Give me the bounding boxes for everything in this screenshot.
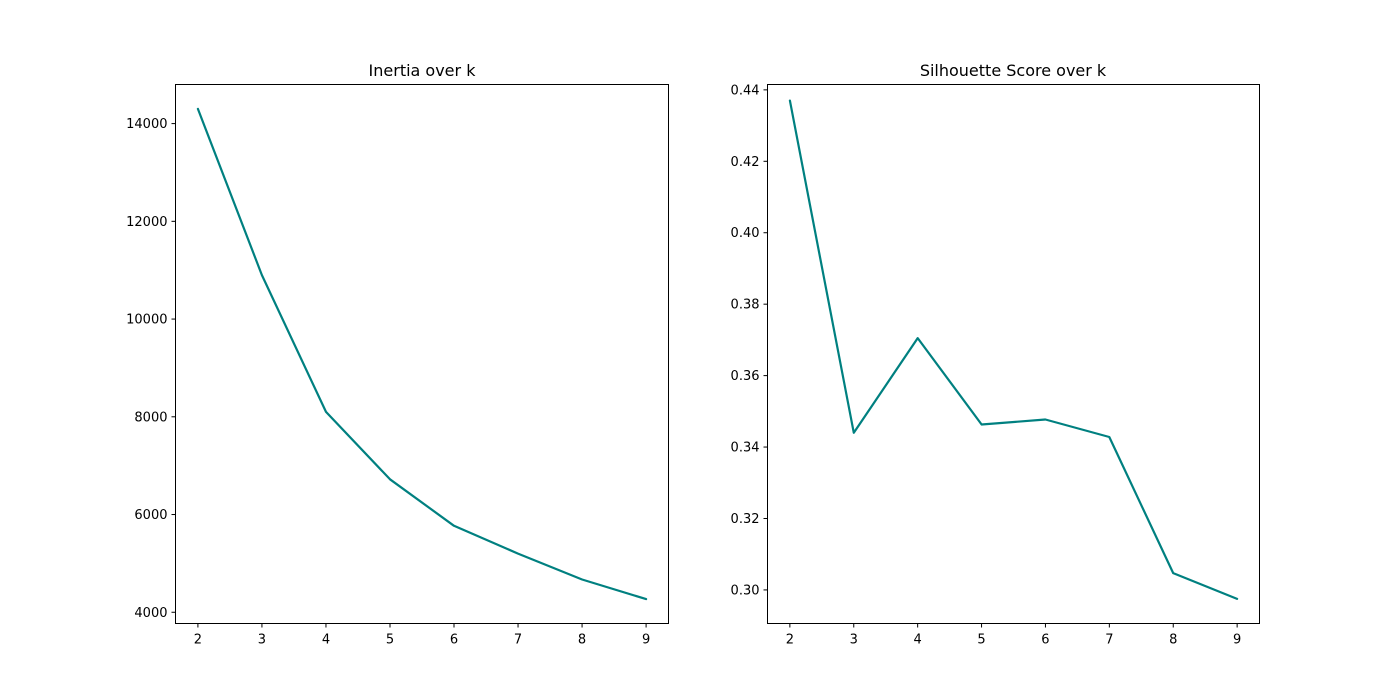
- y-tick-label: 4000: [134, 606, 167, 621]
- x-tick-label: 7: [514, 633, 522, 648]
- x-tick-label: 4: [322, 633, 330, 648]
- series-layer: [196, 107, 648, 601]
- x-tick-label: 6: [450, 633, 458, 648]
- x-axis: 2 3 4 5 6 7 8 9: [786, 623, 1241, 648]
- y-tick-label: 0.44: [731, 83, 760, 98]
- x-tick-label: 5: [386, 633, 394, 648]
- y-tick-label: 0.40: [731, 226, 760, 241]
- y-tick-label: 14000: [126, 117, 167, 132]
- series-layer: [788, 99, 1239, 601]
- x-tick-label: 9: [1233, 633, 1241, 648]
- y-tick-label: 0.38: [731, 298, 760, 313]
- x-tick-label: 3: [850, 633, 858, 648]
- y-tick-label: 0.30: [731, 583, 760, 598]
- x-tick-label: 8: [1169, 633, 1177, 648]
- x-tick-label: 2: [786, 633, 794, 648]
- plot-frame: [767, 84, 1260, 624]
- y-tick-label: 8000: [134, 410, 167, 425]
- y-tick-label: 6000: [134, 508, 167, 523]
- chart-title: Inertia over k: [369, 61, 477, 80]
- series-line: [196, 107, 648, 601]
- y-tick-label: 12000: [126, 215, 167, 230]
- y-axis: 0.30 0.32 0.34 0.36 0.38 0.40 0.42 0.44: [731, 83, 768, 598]
- x-tick-label: 6: [1041, 633, 1049, 648]
- x-tick-label: 8: [578, 633, 586, 648]
- series-line: [788, 99, 1239, 601]
- y-tick-label: 10000: [126, 313, 167, 328]
- x-tick-label: 3: [258, 633, 266, 648]
- chart-title: Silhouette Score over k: [920, 61, 1107, 80]
- x-tick-label: 2: [194, 633, 202, 648]
- y-tick-label: 0.32: [731, 512, 760, 527]
- x-tick-label: 7: [1105, 633, 1113, 648]
- x-tick-label: 5: [977, 633, 985, 648]
- y-tick-label: 0.36: [731, 369, 760, 384]
- x-tick-label: 4: [914, 633, 922, 648]
- plot-frame: [175, 84, 669, 624]
- y-tick-label: 0.34: [731, 441, 760, 456]
- y-axis: 4000 6000 8000 10000 12000 14000: [126, 117, 176, 621]
- x-axis: 2 3 4 5 6 7 8 9: [194, 623, 650, 648]
- x-tick-label: 9: [642, 633, 650, 648]
- inertia-chart: Inertia over k 2 3 4 5 6 7 8 9 4000 6000 8000 1000…: [126, 61, 669, 648]
- y-tick-label: 0.42: [731, 155, 760, 170]
